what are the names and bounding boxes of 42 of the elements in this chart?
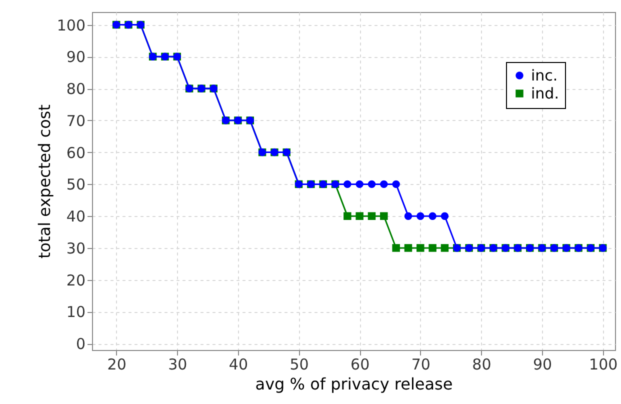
y-tick-label: 70	[66, 112, 86, 130]
x-tick-label: 20	[107, 356, 126, 374]
point	[404, 244, 412, 252]
y-tick-label: 20	[66, 271, 86, 290]
y-axis-title: total expected cost	[34, 104, 54, 259]
point	[440, 212, 449, 220]
point	[368, 212, 376, 220]
y-tick-label: 90	[66, 48, 86, 66]
y-tick-label: 100	[56, 16, 86, 34]
point	[356, 180, 364, 188]
point	[416, 212, 424, 220]
y-tick-label: 60	[66, 144, 86, 162]
point	[392, 244, 400, 252]
point	[344, 212, 352, 220]
x-tick-label: 50	[290, 356, 309, 374]
y-tick-label: 40	[66, 208, 86, 226]
y-tick-label: 10	[66, 303, 86, 322]
x-tick-label: 30	[168, 356, 188, 374]
x-tick-label: 90	[532, 356, 552, 374]
y-tick-label: 30	[66, 239, 86, 258]
point	[392, 180, 400, 188]
x-tick-label: 80	[472, 356, 492, 374]
legend-label: ind.	[531, 84, 559, 102]
point	[404, 212, 412, 220]
x-axis-title: avg % of privacy release	[255, 374, 453, 394]
point	[380, 212, 388, 220]
y-tick-label: 80	[66, 80, 86, 98]
point	[368, 180, 376, 188]
x-tick-label: 60	[350, 356, 370, 374]
point	[380, 180, 388, 188]
point	[428, 244, 436, 252]
point	[428, 212, 436, 220]
x-tick-label: 40	[228, 356, 248, 374]
legend-label: inc.	[531, 66, 558, 84]
point	[356, 212, 364, 220]
point	[416, 244, 424, 252]
point	[344, 180, 352, 188]
point	[440, 244, 449, 252]
y-tick-label: 0	[76, 335, 86, 354]
y-tick-label: 50	[66, 176, 86, 194]
x-tick-label: 70	[411, 356, 430, 374]
x-tick-label: 100	[589, 356, 618, 374]
